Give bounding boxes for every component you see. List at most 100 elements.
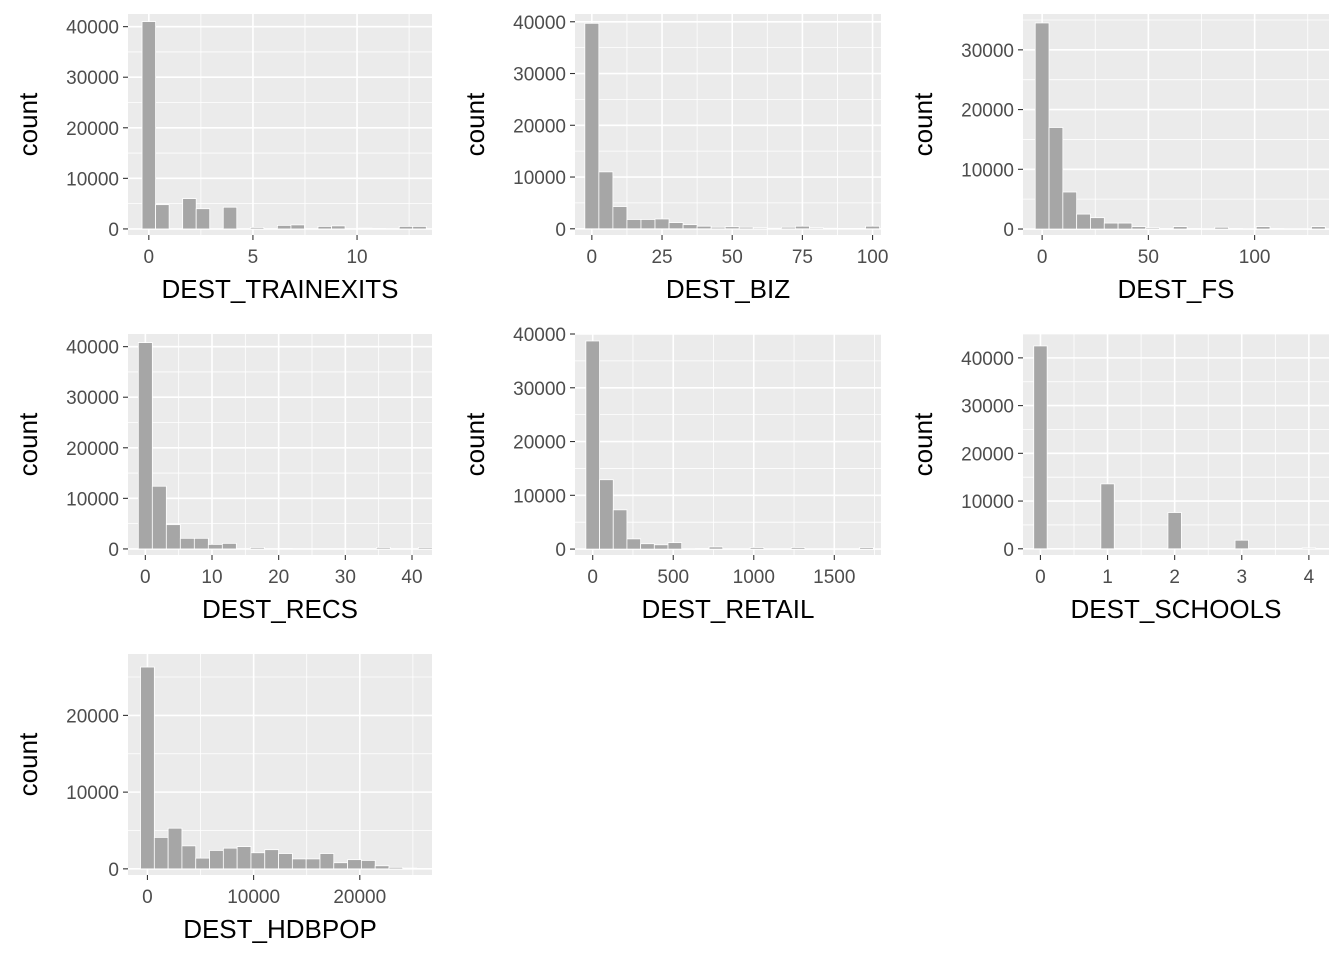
x-axis-title: DEST_FS [1117, 274, 1234, 304]
histogram-bar [331, 225, 346, 230]
histogram-bar [151, 485, 167, 550]
histogram-bar [277, 548, 293, 550]
histogram-bar [653, 544, 669, 550]
y-tick-label: 10000 [513, 168, 566, 189]
y-tick-label: 20000 [513, 116, 566, 137]
histogram-bar [749, 547, 765, 550]
x-tick-label: 25 [651, 247, 672, 268]
x-tick-label: 20 [268, 567, 289, 588]
histogram-bar [1034, 22, 1050, 230]
y-tick-label: 40000 [513, 325, 566, 346]
x-axis-title: DEST_TRAINEXITS [162, 274, 399, 304]
histogram-bar [319, 853, 335, 870]
histogram-bar [305, 858, 321, 870]
histogram-bar [654, 218, 670, 230]
histogram-bar [599, 479, 614, 550]
x-tick-label: 0 [1037, 247, 1048, 268]
histogram-bar [1269, 228, 1285, 230]
histogram-bar [640, 219, 656, 230]
y-tick-label: 10000 [66, 169, 119, 190]
histogram-bar [417, 547, 433, 550]
histogram-bar [1033, 345, 1048, 550]
histogram-bar [598, 171, 614, 230]
histogram-bar [626, 219, 642, 230]
y-tick-label: 30000 [66, 68, 119, 89]
histogram-bar [1076, 213, 1091, 230]
y-axis-title: count [908, 412, 938, 476]
histogram-panel-5: 0 500 1000 1500 0 10000 20000 30000 40000 DEST_RE… [460, 325, 881, 624]
y-tick-label: 30000 [961, 397, 1014, 418]
x-tick-label: 0 [144, 247, 155, 268]
histogram-bar [360, 860, 376, 870]
histogram-bar [694, 548, 710, 550]
histogram-bar [1090, 217, 1105, 230]
y-tick-label: 0 [108, 220, 119, 241]
y-axis-title: count [908, 92, 938, 156]
panel-background [128, 14, 432, 235]
histogram-bar [585, 340, 600, 550]
histogram-bar [1234, 539, 1249, 550]
histogram-bar [790, 547, 806, 550]
histogram-bar [290, 224, 305, 230]
x-tick-label: 1500 [813, 567, 855, 588]
histogram-bar [612, 509, 628, 550]
y-tick-label: 10000 [66, 489, 119, 510]
histogram-bar [182, 198, 197, 230]
x-tick-label: 20000 [333, 887, 386, 908]
x-tick-label: 50 [1138, 247, 1159, 268]
y-axis-title: count [460, 412, 490, 476]
histogram-bar [264, 849, 279, 870]
x-tick-label: 10 [201, 567, 222, 588]
histogram-bar [1062, 191, 1078, 230]
histogram-bar [358, 227, 373, 230]
histogram-bar [1131, 226, 1147, 230]
histogram-bar [1117, 222, 1133, 230]
y-tick-label: 20000 [513, 433, 566, 454]
histogram-bar [250, 852, 266, 870]
y-tick-label: 0 [555, 220, 566, 241]
histogram-bar [1172, 226, 1188, 230]
y-tick-label: 10000 [961, 492, 1014, 513]
histogram-bar [291, 858, 307, 870]
histogram-bar [221, 542, 237, 550]
x-tick-label: 50 [722, 247, 743, 268]
histogram-bar [1103, 222, 1119, 230]
y-axis-title: count [13, 92, 43, 156]
y-tick-label: 40000 [66, 18, 119, 39]
x-axis-title: DEST_HDBPOP [183, 914, 377, 944]
histogram-bar [809, 227, 824, 230]
histogram-bar [859, 547, 874, 550]
histogram-bar [1048, 127, 1064, 230]
histogram-bar [347, 859, 362, 870]
y-tick-label: 20000 [66, 706, 119, 727]
histogram-bar [710, 226, 726, 230]
histogram-bar [195, 857, 210, 870]
histogram-bar [1159, 228, 1174, 230]
histogram-bar [375, 547, 391, 550]
histogram-bar [155, 204, 170, 230]
histogram-bar [794, 225, 810, 230]
y-axis-title: count [13, 732, 43, 796]
x-tick-label: 10 [346, 247, 367, 268]
histogram-bar [181, 845, 197, 870]
y-tick-label: 20000 [961, 444, 1014, 465]
x-axis-title: DEST_RETAIL [642, 594, 815, 624]
y-tick-label: 10000 [66, 783, 119, 804]
histogram-bar [276, 224, 292, 230]
histogram-bar [1228, 228, 1243, 230]
histogram-bar [1167, 512, 1182, 550]
y-tick-label: 0 [555, 540, 566, 561]
histogram-bar [167, 827, 183, 870]
x-tick-label: 0 [1035, 567, 1046, 588]
histogram-bar [193, 537, 209, 550]
x-tick-label: 1 [1102, 567, 1113, 588]
histogram-bar [738, 226, 754, 230]
histogram-bar [823, 227, 838, 230]
histogram-bar [195, 208, 211, 230]
histogram-panel-7: 0 10000 20000 0 10000 20000 DEST_HDBPOP count [13, 654, 432, 944]
histogram-bar [626, 538, 642, 550]
histogram-bar [317, 226, 332, 230]
histogram-bar [278, 853, 293, 870]
y-tick-label: 10000 [961, 160, 1014, 181]
